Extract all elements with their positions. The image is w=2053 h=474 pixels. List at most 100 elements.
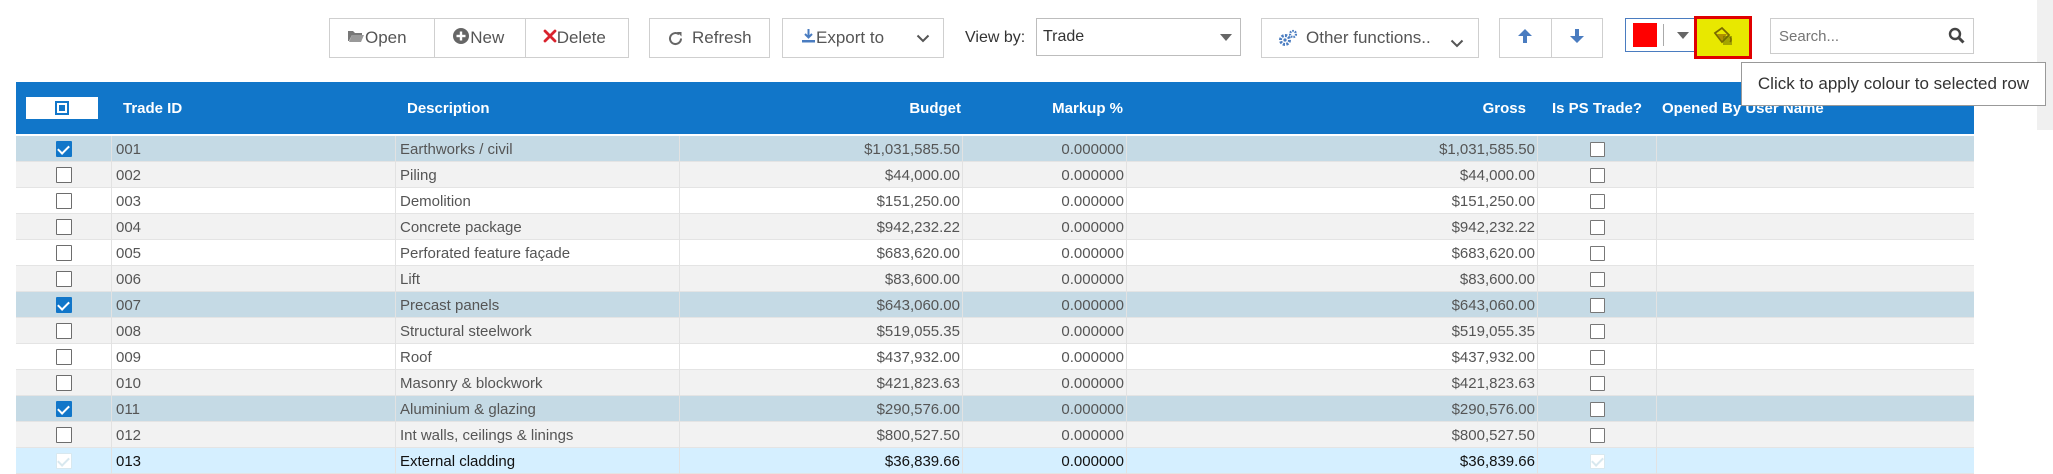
is-ps-trade-checkbox[interactable] xyxy=(1589,245,1605,261)
row-checkbox[interactable] xyxy=(55,453,72,469)
trade-id-cell: 010 xyxy=(112,370,396,396)
is-ps-trade-checkbox[interactable] xyxy=(1589,141,1605,157)
export-dropdown-button[interactable] xyxy=(903,19,943,57)
gross-cell: $151,250.00 xyxy=(1127,188,1538,214)
is-ps-trade-checkbox[interactable] xyxy=(1589,167,1605,183)
table-row[interactable]: 001 Earthworks / civil $1,031,585.50 0.0000… xyxy=(16,136,1974,162)
table-row[interactable]: 008 Structural steelwork $519,055.35 0.0000… xyxy=(16,318,1974,344)
other-functions-dropdown[interactable]: Other functions.. xyxy=(1261,18,1479,58)
description-cell: Demolition xyxy=(396,188,680,214)
select-all-checkbox[interactable] xyxy=(26,97,98,119)
is-ps-trade-checkbox[interactable] xyxy=(1589,219,1605,235)
view-by-select[interactable]: Trade xyxy=(1036,18,1241,56)
description-cell: Concrete package xyxy=(396,214,680,240)
new-button[interactable]: New xyxy=(434,19,524,57)
row-select-cell xyxy=(16,214,112,240)
opened-by-cell xyxy=(1657,136,1974,162)
budget-cell: $643,060.00 xyxy=(680,292,963,318)
chevron-down-icon xyxy=(916,28,930,48)
is-ps-trade-checkbox[interactable] xyxy=(1589,271,1605,287)
apply-colour-button[interactable] xyxy=(1694,16,1752,59)
is-ps-trade-checkbox[interactable] xyxy=(1589,453,1605,469)
is-ps-trade-checkbox[interactable] xyxy=(1589,375,1605,391)
table-row[interactable]: 010 Masonry & blockwork $421,823.63 0.00000… xyxy=(16,370,1974,396)
col-header-trade-id[interactable]: Trade ID xyxy=(123,99,183,117)
row-checkbox[interactable] xyxy=(55,167,72,183)
view-by-value: Trade xyxy=(1043,28,1085,45)
description-cell: Aluminium & glazing xyxy=(396,396,680,422)
budget-cell: $36,839.66 xyxy=(680,448,963,474)
table-row[interactable]: 007 Precast panels $643,060.00 0.000000 $643… xyxy=(16,292,1974,318)
plus-circle-icon xyxy=(452,27,470,50)
opened-by-cell xyxy=(1657,240,1974,266)
is-ps-trade-cell xyxy=(1538,370,1657,396)
description-cell: Precast panels xyxy=(396,292,680,318)
markup-cell: 0.000000 xyxy=(963,318,1127,344)
col-header-markup[interactable]: Markup % xyxy=(1052,99,1123,117)
opened-by-cell xyxy=(1657,396,1974,422)
row-checkbox[interactable] xyxy=(55,193,72,209)
is-ps-trade-checkbox[interactable] xyxy=(1589,297,1605,313)
search-icon[interactable] xyxy=(1948,27,1965,49)
new-label: New xyxy=(470,28,505,47)
row-checkbox[interactable] xyxy=(55,245,72,261)
colour-swatch-fill xyxy=(1633,23,1657,47)
is-ps-trade-checkbox[interactable] xyxy=(1589,323,1605,339)
table-row[interactable]: 003 Demolition $151,250.00 0.000000 $151,250… xyxy=(16,188,1974,214)
download-icon xyxy=(801,28,816,49)
colour-swatch[interactable] xyxy=(1626,19,1671,51)
colour-dropdown-button[interactable] xyxy=(1671,19,1694,51)
gross-cell: $36,839.66 xyxy=(1127,448,1538,474)
paint-bucket-icon xyxy=(1712,25,1734,51)
table-row[interactable]: 012 Int walls, ceilings & linings $800,527… xyxy=(16,422,1974,448)
opened-by-cell xyxy=(1657,266,1974,292)
row-checkbox[interactable] xyxy=(55,401,72,417)
row-checkbox[interactable] xyxy=(55,375,72,391)
is-ps-trade-cell xyxy=(1538,188,1657,214)
budget-cell: $942,232.22 xyxy=(680,214,963,240)
row-checkbox[interactable] xyxy=(55,271,72,287)
row-select-cell xyxy=(16,370,112,396)
col-header-gross[interactable]: Gross xyxy=(1482,99,1526,117)
col-header-budget[interactable]: Budget xyxy=(909,99,961,117)
description-cell: Earthworks / civil xyxy=(396,136,680,162)
gross-cell: $683,620.00 xyxy=(1127,240,1538,266)
col-header-description[interactable]: Description xyxy=(407,99,490,117)
row-checkbox[interactable] xyxy=(55,141,72,157)
move-row-button-group xyxy=(1499,18,1603,58)
is-ps-trade-cell xyxy=(1538,266,1657,292)
search-box[interactable] xyxy=(1770,18,1974,54)
is-ps-trade-checkbox[interactable] xyxy=(1589,427,1605,443)
gross-cell: $800,527.50 xyxy=(1127,422,1538,448)
table-row[interactable]: 006 Lift $83,600.00 0.000000 $83,600.00 xyxy=(16,266,1974,292)
select-all-box xyxy=(55,101,69,115)
is-ps-trade-checkbox[interactable] xyxy=(1589,193,1605,209)
row-checkbox[interactable] xyxy=(55,297,72,313)
is-ps-trade-checkbox[interactable] xyxy=(1589,349,1605,365)
refresh-button[interactable]: Refresh xyxy=(649,18,770,58)
colour-picker[interactable] xyxy=(1625,18,1695,52)
search-input[interactable] xyxy=(1777,26,1941,46)
markup-cell: 0.000000 xyxy=(963,292,1127,318)
row-checkbox[interactable] xyxy=(55,219,72,235)
table-row[interactable]: 002 Piling $44,000.00 0.000000 $44,000.00 xyxy=(16,162,1974,188)
row-checkbox[interactable] xyxy=(55,349,72,365)
open-button[interactable]: Open xyxy=(330,19,434,57)
col-header-is-ps-trade[interactable]: Is PS Trade? xyxy=(1551,99,1643,117)
table-row[interactable]: 011 Aluminium & glazing $290,576.00 0.00000… xyxy=(16,396,1974,422)
row-checkbox[interactable] xyxy=(55,323,72,339)
move-up-button[interactable] xyxy=(1500,19,1551,57)
table-row[interactable]: 005 Perforated feature façade $683,620.00 0… xyxy=(16,240,1974,266)
table-row[interactable]: 004 Concrete package $942,232.22 0.000000 $9… xyxy=(16,214,1974,240)
gross-cell: $44,000.00 xyxy=(1127,162,1538,188)
table-row[interactable]: 013 External cladding $36,839.66 0.000000 $3… xyxy=(16,448,1974,474)
budget-cell: $519,055.35 xyxy=(680,318,963,344)
move-down-button[interactable] xyxy=(1550,19,1602,57)
row-checkbox[interactable] xyxy=(55,427,72,443)
table-row[interactable]: 009 Roof $437,932.00 0.000000 $437,932.00 xyxy=(16,344,1974,370)
description-cell: External cladding xyxy=(396,448,680,474)
delete-button[interactable]: Delete xyxy=(524,19,628,57)
budget-cell: $290,576.00 xyxy=(680,396,963,422)
is-ps-trade-checkbox[interactable] xyxy=(1589,401,1605,417)
export-button[interactable]: Export to xyxy=(783,19,903,57)
